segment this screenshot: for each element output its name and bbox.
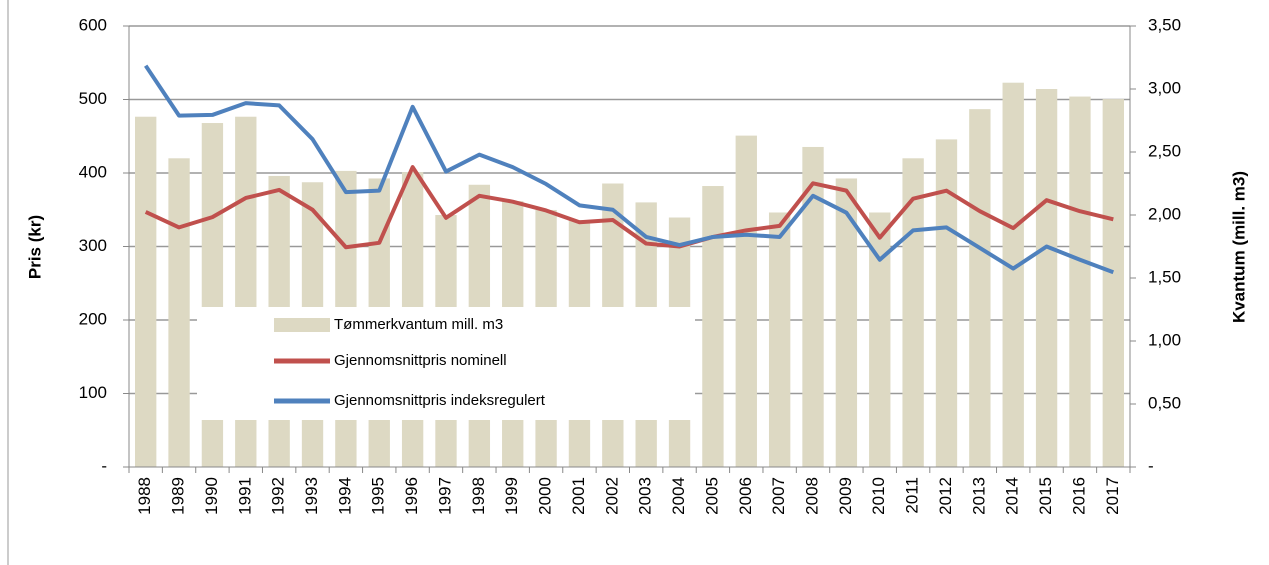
x-tick-label: 2014 xyxy=(1003,477,1022,515)
bar xyxy=(1102,99,1124,467)
y-tick-label: - xyxy=(101,456,107,475)
x-tick-label: 2013 xyxy=(969,477,988,515)
y-axis-title: Pris (kr) xyxy=(25,215,44,279)
y2-axis-title: Kvantum (mill. m3) xyxy=(1229,171,1248,323)
legend-label: Tømmerkvantum mill. m3 xyxy=(334,316,503,333)
y-tick-label: 500 xyxy=(79,89,107,108)
y-tick-label: 200 xyxy=(79,309,107,328)
bar xyxy=(1069,96,1091,467)
x-tick-label: 2009 xyxy=(836,477,855,515)
x-tick-label: 2016 xyxy=(1069,477,1088,515)
bar xyxy=(1002,82,1024,467)
x-tick-label: 1989 xyxy=(169,477,188,515)
x-tick-label: 1996 xyxy=(402,477,421,515)
bar xyxy=(935,139,958,467)
x-tick-label: 1999 xyxy=(502,477,521,515)
legend-swatch xyxy=(274,318,330,332)
x-tick-label: 2001 xyxy=(569,477,588,515)
x-tick-label: 2011 xyxy=(903,477,922,514)
y2-tick-label: 2,00 xyxy=(1148,204,1181,223)
x-tick-label: 2006 xyxy=(736,477,755,515)
x-tick-label: 1998 xyxy=(469,477,488,515)
bar xyxy=(1035,89,1058,467)
x-tick-label: 1990 xyxy=(202,477,221,515)
x-tick-label: 1988 xyxy=(135,477,154,515)
y-tick-label: 600 xyxy=(79,15,107,34)
x-tick-label: 2012 xyxy=(936,477,955,515)
x-tick-label: 2003 xyxy=(636,477,655,515)
x-tick-label: 2010 xyxy=(869,477,888,515)
bar xyxy=(869,212,891,467)
x-tick-label: 2007 xyxy=(769,477,788,515)
y-tick-label: 300 xyxy=(79,236,107,255)
x-tick-label: 1992 xyxy=(269,477,288,515)
x-tick-label: 2004 xyxy=(669,477,688,515)
y2-tick-label: 1,50 xyxy=(1148,267,1181,286)
y-tick-label: 400 xyxy=(79,162,107,181)
bar xyxy=(702,186,724,467)
y2-tick-label: 1,00 xyxy=(1148,330,1181,349)
x-tick-label: 2002 xyxy=(602,477,621,515)
x-tick-label: 1993 xyxy=(302,477,321,515)
line xyxy=(144,165,1114,250)
bar xyxy=(835,178,858,467)
bar xyxy=(135,116,157,467)
legend-label: Gjennomsnittpris nominell xyxy=(334,352,507,369)
bar xyxy=(802,146,824,467)
x-tick-label: 1991 xyxy=(235,477,254,515)
x-tick-label: 1995 xyxy=(369,477,388,515)
x-tick-label: 2017 xyxy=(1103,477,1122,515)
y2-tick-label: 2,50 xyxy=(1148,141,1181,160)
y2-tick-label: 0,50 xyxy=(1148,393,1181,412)
y2-tick-label: 3,50 xyxy=(1148,15,1181,34)
bar xyxy=(768,212,791,467)
x-tick-label: 1994 xyxy=(335,477,354,515)
x-tick-label: 2015 xyxy=(1036,477,1055,515)
bar xyxy=(168,158,190,468)
x-tick-label: 2000 xyxy=(536,477,555,515)
y2-tick-label: - xyxy=(1148,456,1154,475)
y2-tick-label: 3,00 xyxy=(1148,78,1181,97)
line xyxy=(144,64,1115,275)
bar xyxy=(969,109,991,467)
x-tick-label: 2008 xyxy=(803,477,822,515)
legend-label: Gjennomsnittpris indeksregulert xyxy=(334,392,546,409)
bar xyxy=(735,135,757,467)
x-tick-label: 2005 xyxy=(702,477,721,515)
x-tick-label: 1997 xyxy=(435,477,454,515)
y-tick-label: 100 xyxy=(79,383,107,402)
